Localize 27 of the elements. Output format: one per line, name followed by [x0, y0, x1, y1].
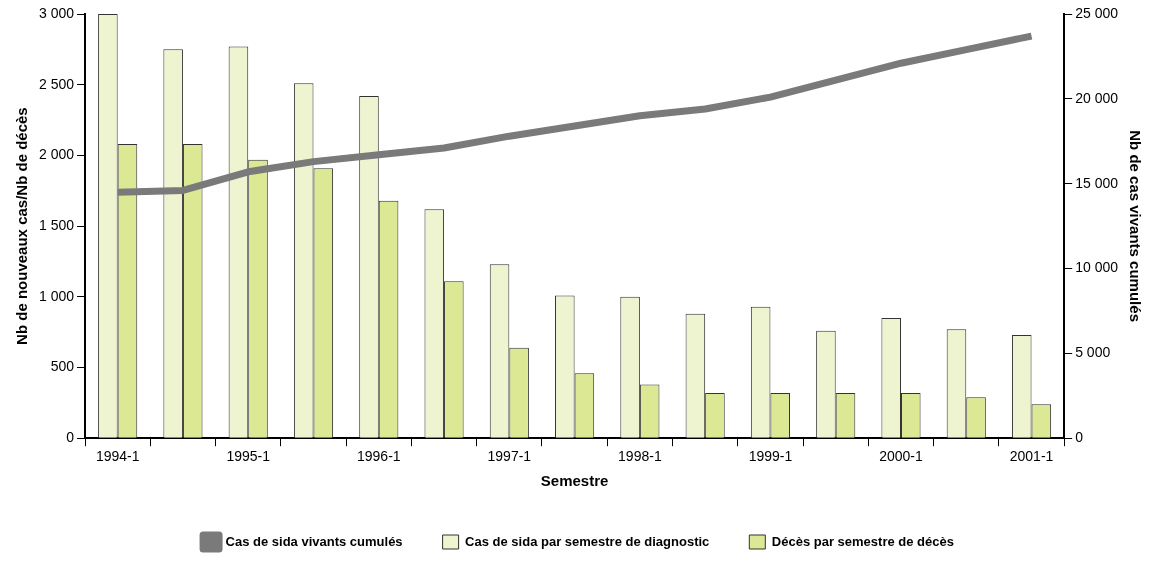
y2-tick-label: 0: [1075, 429, 1084, 446]
x-tick-label: 1996-1: [356, 448, 401, 465]
y-tick-label: 0: [66, 429, 75, 446]
y-tick-label: 1 000: [38, 287, 75, 304]
y-tick-label: 1 500: [38, 216, 75, 233]
y2-tick-label: 25 000: [1075, 4, 1119, 21]
y-axis-title: Nb de nouveaux cas/Nb de décès: [13, 107, 31, 345]
y2-tick-label: 5 000: [1075, 344, 1111, 361]
y-tick-label: 2 500: [38, 75, 75, 92]
x-tick-label: 1999-1: [748, 448, 793, 465]
x-tick-label: 2001-1: [1009, 448, 1054, 465]
y-tick-label: 500: [50, 358, 75, 375]
y-tick-label: 2 000: [38, 146, 75, 163]
x-tick-label: 1994-1: [95, 448, 140, 465]
y-tick-label: 3 000: [38, 4, 75, 21]
legend-label: Cas de sida par semestre de diagnostic: [465, 533, 710, 549]
x-tick-label: 1995-1: [226, 448, 271, 465]
y2-tick-label: 15 000: [1075, 174, 1119, 191]
y2-tick-label: 10 000: [1075, 259, 1119, 276]
x-tick-label: 1998-1: [618, 448, 662, 465]
legend-label: Décès par semestre de décès: [771, 533, 954, 549]
x-tick-label: 2000-1: [879, 448, 923, 465]
x-axis-title: Semestre: [540, 472, 609, 490]
legend-label: Cas de sida vivants cumulés: [225, 533, 403, 549]
y2-tick-label: 20 000: [1075, 89, 1119, 106]
y2-axis-title: Nb de cas vivants cumulés: [1126, 130, 1144, 322]
x-tick-label: 1997-1: [487, 448, 532, 465]
